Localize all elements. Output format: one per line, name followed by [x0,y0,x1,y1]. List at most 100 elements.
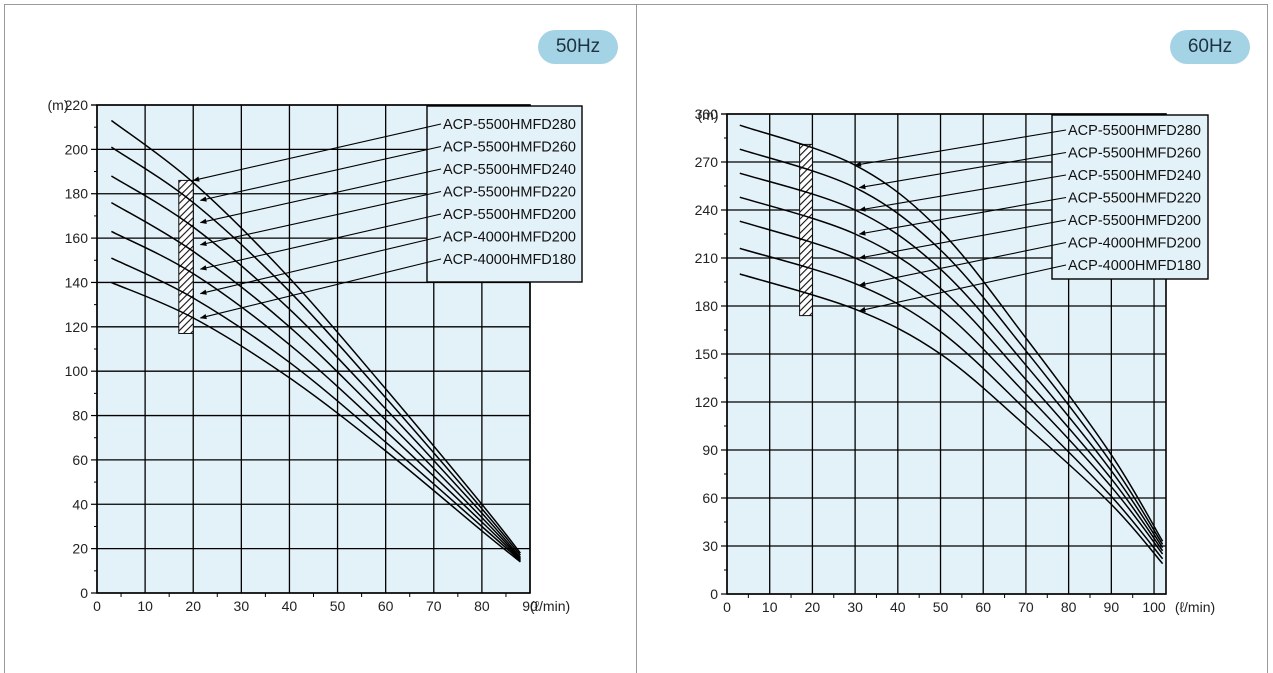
x-tick-label: 60 [975,599,991,615]
legend-label: ACP-5500HMFD200 [1068,213,1201,229]
y-tick-label: 160 [65,230,89,246]
y-tick-label: 100 [65,363,89,379]
y-tick-label: 300 [695,106,719,122]
legend-label: ACP-5500HMFD260 [1068,146,1201,162]
chart-50hz: 0 10 20 30 40 50 60 70 80 90 0 20 40 60 80 100 120 140 160… [48,97,583,614]
legend-label: ACP-5500HMFD200 [443,207,576,223]
legend-label: ACP-5500HMFD280 [443,117,576,133]
x-tick-label: 80 [474,598,490,614]
y-tick-label: 240 [695,202,719,218]
y-tick-label: 180 [65,186,89,202]
x-tick-label: 40 [890,599,906,615]
legend-leader-arrow [199,168,442,224]
curve-acp-5500hmfd200 [739,220,1164,555]
panel-divider [636,4,637,673]
legend-leader-arrow [858,241,1067,287]
x-axis-unit: (ℓ/min) [530,598,570,614]
x-tick-label: 60 [378,598,394,614]
curve-acp-4000hmfd180 [739,273,1164,565]
frequency-badge-50hz: 50Hz [538,30,618,64]
x-tick-label: 50 [330,598,346,614]
legend-leader-arrow [854,129,1067,167]
legend-leader-arrow [192,123,442,182]
y-tick-label: 120 [695,394,719,410]
x-tick-label: 0 [93,598,101,614]
x-axis-unit: (ℓ/min) [1175,599,1215,615]
legend-leader-arrow [858,174,1067,212]
legend-leader-arrow [199,235,442,295]
legend-leader-arrow [199,190,442,247]
legend-label: ACP-5500HMFD240 [1068,168,1201,184]
curve-acp-5500hmfd260 [739,148,1164,545]
legend-leader-arrow [199,258,442,320]
legend-label: ACP-5500HMFD280 [1068,123,1201,139]
y-tick-label: 140 [65,274,89,290]
y-tick-label: 60 [702,490,718,506]
legend-leader-arrow [858,264,1067,313]
y-tick-label: 210 [695,250,719,266]
legend-label: ACP-5500HMFD220 [1068,191,1201,207]
plot-border [726,113,1167,595]
x-tick-label: 40 [282,598,298,614]
legend-label: ACP-4000HMFD180 [443,252,576,268]
x-tick-label: 50 [933,599,949,615]
x-tick-label: 10 [762,599,778,615]
x-tick-label: 30 [234,598,250,614]
legend-box [1051,114,1209,280]
y-tick-label: 20 [72,541,88,557]
x-tick-label: 10 [137,598,153,614]
curve-acp-4000hmfd180 [111,281,521,563]
legend-label: ACP-4000HMFD200 [1068,236,1201,252]
x-tick-label: 90 [1104,599,1120,615]
y-tick-label: 80 [72,408,88,424]
legend-leader-arrow [199,213,442,271]
legend-label: ACP-5500HMFD240 [443,162,576,178]
y-tick-label: 30 [702,538,718,554]
legend-leader-arrow [858,151,1067,190]
curve-acp-5500hmfd280 [110,119,521,554]
x-tick-label: 30 [847,599,863,615]
operating-range-hatch [799,143,813,317]
legend-label: ACP-5500HMFD260 [443,140,576,156]
legend-leader-arrow [858,219,1067,260]
y-tick-label: 60 [72,452,88,468]
x-tick-label: 0 [723,599,731,615]
curve-acp-5500hmfd280 [739,124,1164,542]
y-tick-label: 150 [695,346,719,362]
y-tick-label: 40 [72,496,88,512]
curve-acp-5500hmfd260 [110,146,521,556]
legend-label: ACP-4000HMFD180 [1068,258,1201,274]
x-tick-label: 70 [426,598,442,614]
legend-leader-arrow [199,145,442,202]
curve-acp-5500hmfd240 [739,172,1164,549]
legend-label: ACP-4000HMFD200 [443,230,576,246]
frequency-badge-60hz: 60Hz [1170,30,1250,64]
curve-acp-4000hmfd200 [739,247,1164,560]
y-tick-label: 120 [65,319,89,335]
y-axis-unit: (m) [698,107,719,123]
y-tick-label: 180 [695,298,719,314]
legend-label: ACP-5500HMFD220 [443,185,576,201]
x-tick-label: 80 [1061,599,1077,615]
curve-acp-5500hmfd220 [111,201,521,560]
x-tick-label: 20 [185,598,201,614]
legend-leader-arrow [858,196,1067,236]
x-tick-label: 100 [1142,599,1166,615]
y-axis-unit: (m) [48,97,69,113]
curve-acp-5500hmfd240 [111,175,521,558]
x-tick-label: 90 [522,598,538,614]
y-tick-label: 0 [80,585,88,601]
legend-box [426,105,583,283]
y-tick-label: 200 [65,141,89,157]
curve-acp-5500hmfd200 [111,230,521,561]
y-tick-label: 270 [695,154,719,170]
plot-border [96,104,531,594]
x-tick-label: 20 [805,599,821,615]
x-tick-label: 70 [1018,599,1034,615]
y-tick-label: 220 [65,97,89,113]
y-tick-label: 0 [710,586,718,602]
curve-acp-5500hmfd220 [739,196,1164,552]
y-tick-label: 90 [702,442,718,458]
curve-acp-4000hmfd200 [111,257,521,562]
